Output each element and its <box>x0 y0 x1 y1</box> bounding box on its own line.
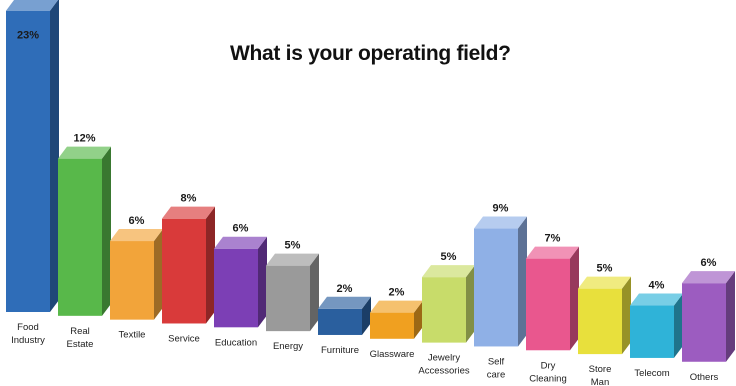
bar-furniture <box>318 296 371 335</box>
bar-education <box>214 236 267 328</box>
bar-front <box>526 258 570 351</box>
bar-value-label: 6% <box>701 257 717 269</box>
category-label: Textile <box>119 330 146 341</box>
bar-value-label: 7% <box>545 233 561 245</box>
bar-top <box>682 271 735 284</box>
bar-textile <box>110 229 163 320</box>
bar-value-label: 5% <box>441 251 457 263</box>
bar-front <box>630 305 674 358</box>
bar-side <box>570 246 579 351</box>
bar-front <box>422 277 466 343</box>
category-label: Energy <box>273 341 303 352</box>
bar-jewelry-accessories <box>422 265 475 343</box>
bar-side <box>310 253 319 332</box>
bar-glassware <box>370 300 423 339</box>
bar-side <box>50 0 59 312</box>
bar-front <box>110 241 154 320</box>
bar-top <box>58 146 111 159</box>
bar-value-label: 5% <box>597 263 613 275</box>
bar-value-label: 2% <box>337 283 353 295</box>
bar-front <box>474 228 518 347</box>
bar-top <box>266 253 319 266</box>
bar-top <box>370 300 423 313</box>
bar-top <box>318 296 371 309</box>
bar-value-label: 6% <box>233 223 249 235</box>
category-label: Service <box>168 333 200 344</box>
bar-service <box>162 206 215 324</box>
bar-side <box>726 271 735 362</box>
bar-value-label: 6% <box>129 215 145 227</box>
bar-side <box>518 216 527 347</box>
bar-side <box>362 296 371 335</box>
category-label: Furniture <box>321 345 359 356</box>
category-label: Others <box>690 372 719 383</box>
bar-front <box>6 10 50 312</box>
bar-side <box>258 236 267 328</box>
bar-value-label: 12% <box>73 133 95 145</box>
bar-top <box>162 206 215 219</box>
bar-real-estate <box>58 146 111 316</box>
bar-value-label: 2% <box>389 287 405 299</box>
bar-others <box>682 271 735 362</box>
category-label: Store Man <box>589 364 612 386</box>
bar-energy <box>266 253 319 332</box>
bar-front <box>58 158 102 316</box>
bar-front <box>682 283 726 362</box>
bar-side <box>622 276 631 355</box>
chart-title: What is your operating field? <box>230 42 511 65</box>
bar-top <box>630 293 683 306</box>
category-label: Real Estate <box>67 326 94 350</box>
category-label: Self care <box>487 356 505 380</box>
bar-telecom <box>630 293 683 358</box>
bar-self-care <box>474 216 527 347</box>
category-label: Telecom <box>634 368 669 379</box>
category-label: Dry Cleaning <box>529 360 567 384</box>
bar-top <box>526 246 579 259</box>
bar-top <box>214 236 267 249</box>
bar-top <box>578 276 631 289</box>
category-label: Jewelry Accessories <box>418 353 469 377</box>
bar-dry-cleaning <box>526 246 579 351</box>
bar-side <box>466 265 475 343</box>
bar-value-label: 5% <box>285 240 301 252</box>
bar-side <box>414 300 423 339</box>
bar-front <box>266 265 310 332</box>
bar-side <box>102 146 111 316</box>
category-label: Food Industry <box>11 322 45 346</box>
bar-side <box>206 206 215 324</box>
bar-front <box>578 288 622 355</box>
category-label: Education <box>215 337 257 348</box>
bar-value-label: 23% <box>17 30 39 42</box>
bar-top <box>110 229 163 242</box>
category-label: Glassware <box>370 349 415 360</box>
bar-top <box>422 265 475 278</box>
bar-value-label: 8% <box>181 193 197 205</box>
bar-front <box>162 218 206 324</box>
bar-value-label: 4% <box>649 280 665 292</box>
bar-front <box>318 308 362 335</box>
bar-front <box>214 248 258 328</box>
bar-side <box>674 293 683 358</box>
bar-top <box>474 216 527 229</box>
bar-front <box>370 312 414 339</box>
bar-value-label: 9% <box>493 203 509 215</box>
bar-side <box>154 229 163 320</box>
bar-top <box>6 0 59 11</box>
bar-food-industry <box>6 0 59 312</box>
bar-store-man <box>578 276 631 355</box>
